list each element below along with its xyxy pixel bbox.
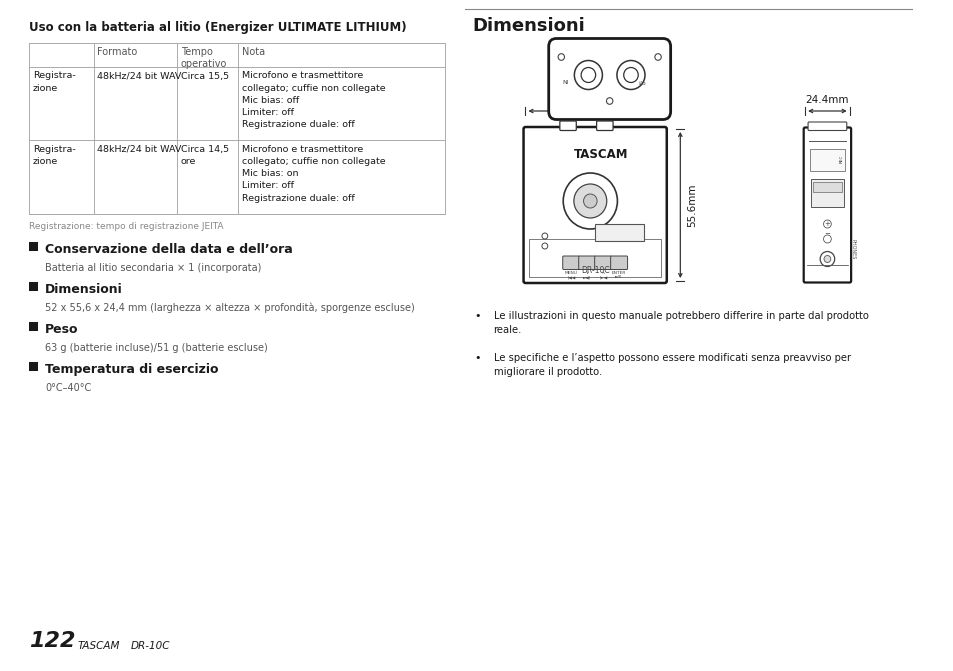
Text: +: + bbox=[823, 221, 829, 227]
Text: Microfono e trasmettitore
collegato; cuffie non collegate
Mic bias: off
Limiter:: Microfono e trasmettitore collegato; cuf… bbox=[242, 72, 385, 129]
Text: Le illustrazioni in questo manuale potrebbero differire in parte dal prodotto
re: Le illustrazioni in questo manuale potre… bbox=[493, 311, 867, 335]
Text: 122: 122 bbox=[29, 631, 75, 651]
Bar bbox=[809, 149, 844, 171]
Circle shape bbox=[822, 235, 830, 243]
FancyBboxPatch shape bbox=[610, 256, 627, 270]
Circle shape bbox=[574, 60, 601, 89]
Text: Nota: Nota bbox=[242, 47, 265, 57]
Circle shape bbox=[623, 68, 638, 83]
Text: 52mm: 52mm bbox=[578, 95, 611, 105]
Text: −: − bbox=[823, 231, 829, 237]
Text: |►◀: |►◀ bbox=[598, 275, 607, 279]
Text: DR-10C: DR-10C bbox=[131, 641, 170, 651]
Circle shape bbox=[822, 220, 830, 228]
Circle shape bbox=[541, 243, 547, 249]
Text: Tempo
operativo: Tempo operativo bbox=[180, 47, 227, 68]
Circle shape bbox=[574, 184, 606, 218]
Text: |◀◀: |◀◀ bbox=[566, 275, 575, 279]
FancyBboxPatch shape bbox=[578, 256, 595, 270]
Text: ∧: ∧ bbox=[601, 271, 604, 275]
Text: REC: REC bbox=[839, 155, 843, 163]
FancyBboxPatch shape bbox=[596, 121, 613, 130]
Text: Peso: Peso bbox=[45, 323, 78, 336]
Text: 0°C–40°C: 0°C–40°C bbox=[46, 382, 91, 393]
Circle shape bbox=[617, 60, 644, 89]
Text: Temperatura di esercizio: Temperatura di esercizio bbox=[45, 362, 218, 376]
Text: TASCAM: TASCAM bbox=[573, 148, 628, 162]
Circle shape bbox=[541, 233, 547, 239]
Text: Formato: Formato bbox=[97, 47, 137, 57]
Text: Conservazione della data e dell’ora: Conservazione della data e dell’ora bbox=[45, 242, 293, 256]
Circle shape bbox=[606, 98, 612, 104]
FancyBboxPatch shape bbox=[523, 127, 666, 283]
Text: Circa 14,5
ore: Circa 14,5 ore bbox=[180, 145, 229, 166]
Text: Registra-
zione: Registra- zione bbox=[32, 72, 75, 93]
Text: i/o: i/o bbox=[639, 81, 646, 85]
Bar bbox=[812, 182, 841, 192]
Text: Le specifiche e l’aspetto possono essere modificati senza preavviso per
migliora: Le specifiche e l’aspetto possono essere… bbox=[493, 353, 850, 377]
Bar bbox=[810, 179, 843, 207]
Text: Registra-
zione: Registra- zione bbox=[32, 145, 75, 166]
Text: TASCAM: TASCAM bbox=[77, 641, 120, 651]
Text: Batteria al litio secondaria × 1 (incorporata): Batteria al litio secondaria × 1 (incorp… bbox=[46, 262, 261, 272]
Text: ►/II: ►/II bbox=[615, 275, 622, 279]
Bar bbox=[29, 321, 38, 331]
Bar bbox=[29, 362, 38, 371]
Text: PHONES: PHONES bbox=[850, 239, 855, 259]
Circle shape bbox=[562, 173, 617, 229]
Text: 55.6mm: 55.6mm bbox=[686, 183, 697, 227]
Circle shape bbox=[823, 256, 830, 262]
Bar bbox=[529, 239, 660, 277]
FancyBboxPatch shape bbox=[562, 256, 579, 270]
Circle shape bbox=[580, 68, 595, 83]
FancyBboxPatch shape bbox=[559, 121, 576, 130]
Bar bbox=[595, 224, 643, 241]
Circle shape bbox=[583, 194, 597, 208]
Text: 48kHz/24 bit WAV: 48kHz/24 bit WAV bbox=[97, 145, 182, 154]
Text: ∨: ∨ bbox=[585, 271, 588, 275]
Text: DR-10C: DR-10C bbox=[580, 266, 609, 275]
FancyBboxPatch shape bbox=[594, 256, 611, 270]
Text: 52 x 55,6 x 24,4 mm (larghezza × altezza × profondità, sporgenze escluse): 52 x 55,6 x 24,4 mm (larghezza × altezza… bbox=[46, 303, 415, 313]
FancyBboxPatch shape bbox=[802, 127, 850, 282]
Text: NI: NI bbox=[561, 81, 568, 85]
Text: Microfono e trasmettitore
collegato; cuffie non collegate
Mic bias: on
Limiter: : Microfono e trasmettitore collegato; cuf… bbox=[242, 145, 385, 203]
FancyBboxPatch shape bbox=[548, 38, 670, 119]
Text: •: • bbox=[474, 353, 480, 363]
Circle shape bbox=[558, 54, 564, 60]
Text: 63 g (batterie incluse)/51 g (batterie escluse): 63 g (batterie incluse)/51 g (batterie e… bbox=[46, 342, 268, 352]
Text: 24.4mm: 24.4mm bbox=[805, 95, 848, 105]
Text: Uso con la batteria al litio (Energizer ULTIMATE LITHIUM): Uso con la batteria al litio (Energizer … bbox=[29, 21, 406, 34]
Text: ENTER: ENTER bbox=[611, 271, 625, 275]
Circle shape bbox=[654, 54, 660, 60]
Text: Circa 15,5: Circa 15,5 bbox=[180, 72, 229, 81]
Text: Dimensioni: Dimensioni bbox=[472, 17, 584, 35]
FancyBboxPatch shape bbox=[807, 122, 846, 130]
Text: ►◀|: ►◀| bbox=[582, 275, 591, 279]
Text: 48kHz/24 bit WAV: 48kHz/24 bit WAV bbox=[97, 72, 182, 81]
Text: Dimensioni: Dimensioni bbox=[45, 282, 123, 295]
Text: •: • bbox=[474, 311, 480, 321]
Bar bbox=[29, 282, 38, 291]
Circle shape bbox=[820, 252, 834, 266]
Bar bbox=[29, 242, 38, 251]
Text: Registrazione: tempo di registrazione JEITA: Registrazione: tempo di registrazione JE… bbox=[29, 221, 223, 231]
Text: MENU: MENU bbox=[564, 271, 577, 275]
